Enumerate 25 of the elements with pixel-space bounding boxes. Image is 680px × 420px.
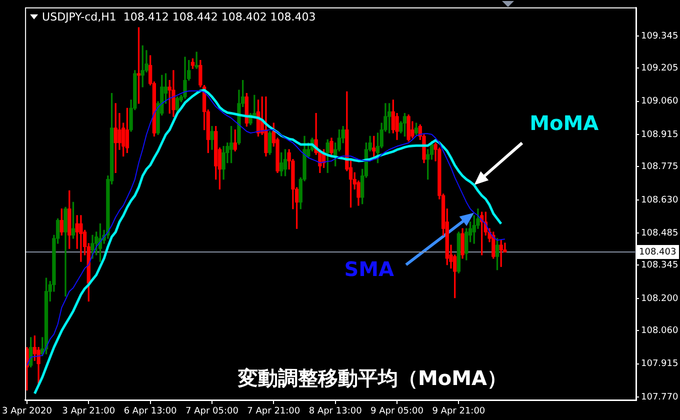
y-tick-label: 108.630: [641, 195, 678, 206]
x-tick-label: 8 Apr 13:00: [308, 406, 362, 417]
x-tick-label: 3 Apr 2020: [2, 406, 52, 417]
x-tick-label: 3 Apr 21:00: [62, 406, 116, 417]
y-tick-label: 108.775: [641, 162, 678, 172]
y-tick-label: 108.060: [641, 326, 678, 336]
y-tick-label: 108.200: [641, 294, 678, 304]
chart-title: USDJPY-cd,H1 108.412 108.442 108.402 108.403: [42, 10, 316, 24]
annotation: 変動調整移動平均（MoMA）: [237, 366, 508, 390]
x-tick-label: 6 Apr 13:00: [124, 406, 178, 417]
x-tick-label: 7 Apr 21:00: [247, 406, 300, 417]
x-tick-label: 9 Apr 05:00: [370, 406, 424, 417]
y-tick-label: 109.060: [641, 96, 678, 107]
y-tick-label: 109.345: [641, 31, 678, 42]
y-tick-label: 108.485: [641, 228, 678, 238]
text: MoMA: [530, 111, 600, 136]
x-tick-label: 9 Apr 21:00: [432, 406, 486, 417]
y-tick-label: 108.345: [641, 260, 678, 271]
y-tick-label: 107.770: [641, 392, 678, 402]
x-tick-label: 7 Apr 05:00: [186, 406, 239, 417]
ref-line-label: 108.403: [639, 247, 676, 258]
text: SMA: [344, 256, 395, 281]
y-tick-label: 108.915: [641, 130, 678, 140]
y-tick-label: 109.205: [641, 63, 678, 74]
y-tick-label: 107.915: [641, 359, 678, 370]
